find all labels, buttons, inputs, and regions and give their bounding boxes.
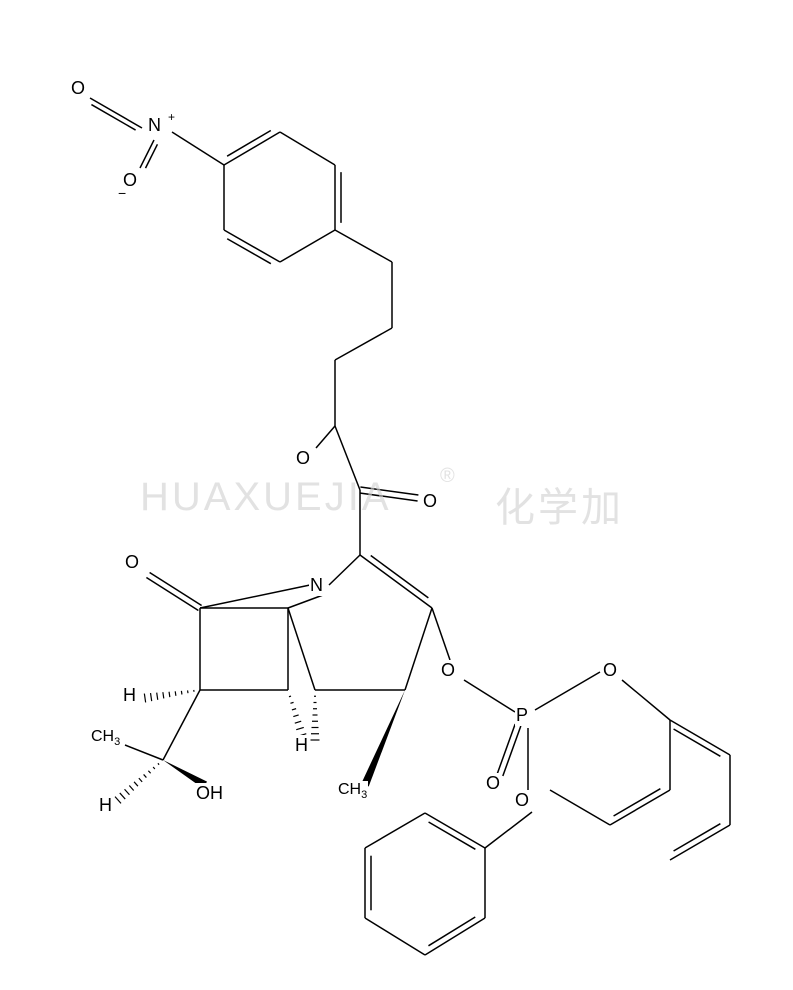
atom-label-N_nitro: N [147,115,162,136]
molecule-diagram [0,0,793,990]
atom-label-CH3_2: CH3 [337,781,368,801]
atom-label-N_ring: N [309,575,324,596]
atom-label-H3: H [98,795,113,816]
watermark-reg: ® [440,465,458,488]
atom-label-O_phos2: O [602,660,618,681]
atom-label-OH: OH [195,783,224,804]
atom-label-O_phos3: O [514,790,530,811]
atom-label-O_phos_dbl: O [485,773,501,794]
atom-label-O_ester1: O [295,448,311,469]
atom-label-O_lactam: O [124,552,140,573]
watermark-cjk: 化学加 [495,475,624,533]
atom-label-O_ester2: O [422,491,438,512]
charge-minus: − [118,185,126,201]
watermark-latin: HUAXUEJIA [140,475,392,520]
atom-label-H1: H [122,685,137,706]
atom-label-CH3_1: CH3 [90,728,121,748]
atom-label-H2: H [294,735,309,756]
atom-label-P: P [515,705,529,726]
atom-label-O_phos1: O [440,660,456,681]
charge-plus: + [168,110,175,124]
atom-label-O1: O [70,78,86,99]
